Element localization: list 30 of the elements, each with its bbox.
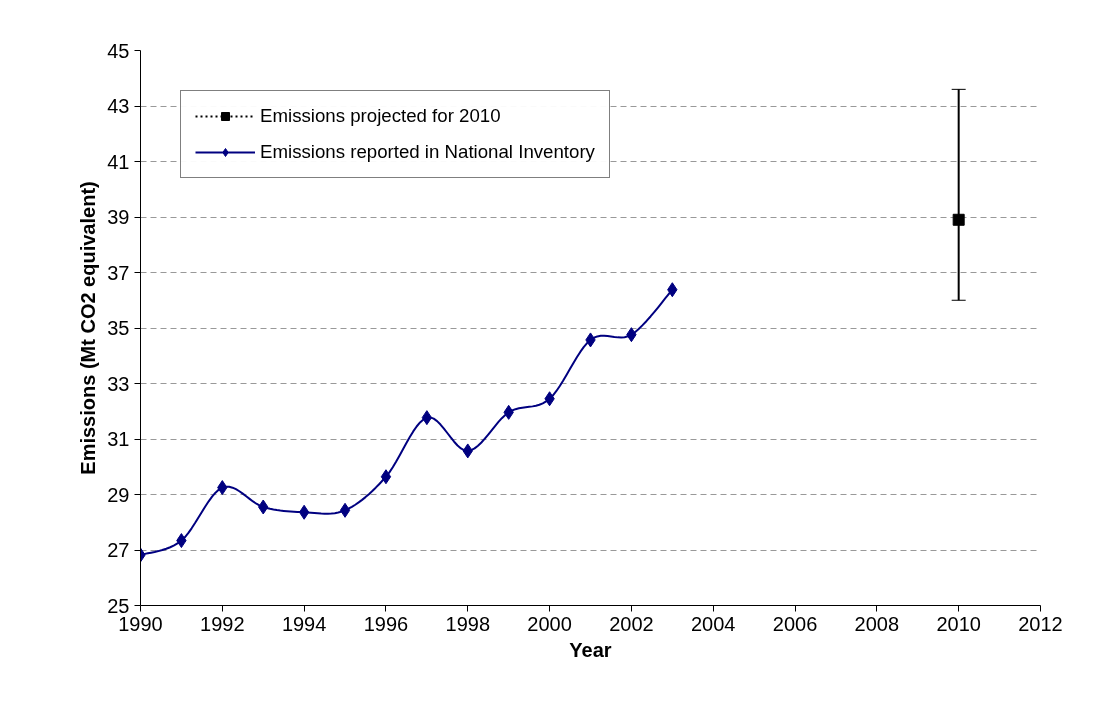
x-tick-label: 2008 <box>854 612 900 635</box>
x-tick-label: 1992 <box>200 612 245 635</box>
x-tick-label: 2000 <box>527 612 572 635</box>
y-tick-label: 27 <box>107 539 130 561</box>
x-tick-label: 2002 <box>609 612 654 635</box>
x-tick-label: 2006 <box>772 612 818 635</box>
point <box>339 502 351 518</box>
y-tick-label: 33 <box>107 372 130 395</box>
point <box>298 504 310 520</box>
y-tick-label: 31 <box>107 428 130 450</box>
y-tick-label: 41 <box>107 150 130 173</box>
y-tick-label: 39 <box>107 206 130 228</box>
point <box>952 213 965 226</box>
y-tick-label: 29 <box>107 483 130 506</box>
x-tick-label: 2004 <box>690 612 736 635</box>
y-axis-title: Emissions (Mt CO2 equivalent) <box>77 181 100 475</box>
y-tick-label: 35 <box>107 317 130 339</box>
x-tick-label: 2010 <box>936 612 981 635</box>
point <box>380 469 392 485</box>
x-axis-title: Year <box>569 638 612 661</box>
y-tick-label: 37 <box>107 261 130 284</box>
point <box>421 410 433 426</box>
x-tick-label: 2012 <box>1018 612 1063 635</box>
legend-label: Emissions projected for 2010 <box>260 105 501 127</box>
x-tick-label: 1996 <box>363 612 409 635</box>
legend-label: Emissions reported in National Inventory <box>260 141 595 163</box>
x-tick-label: 1994 <box>281 612 327 635</box>
x-tick-label: 1998 <box>445 612 491 635</box>
y-tick-label: 45 <box>107 39 130 62</box>
y-tick-label: 43 <box>107 95 130 117</box>
